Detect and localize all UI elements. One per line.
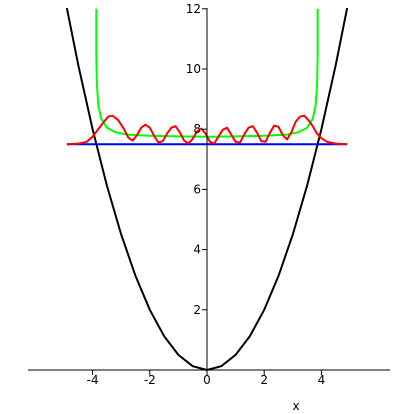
x-tick-label: 4 — [318, 373, 326, 387]
x-tick-label: -4 — [87, 373, 99, 387]
y-tick-label: 6 — [193, 182, 201, 196]
y-tick-label: 12 — [186, 2, 201, 16]
x-axis-label: x — [292, 399, 299, 413]
x-tick-label: -2 — [144, 373, 156, 387]
x-tick-label: 0 — [203, 373, 211, 387]
ticks: -4 -2 0 2 4 2 4 6 8 10 12 — [87, 2, 326, 387]
series-line-4 — [66, 114, 348, 146]
y-tick-label: 8 — [193, 122, 201, 136]
x-tick-label: 2 — [260, 373, 268, 387]
y-tick-label: 10 — [186, 62, 201, 76]
y-tick-label: 4 — [193, 243, 201, 257]
y-tick-label: 2 — [193, 303, 201, 317]
